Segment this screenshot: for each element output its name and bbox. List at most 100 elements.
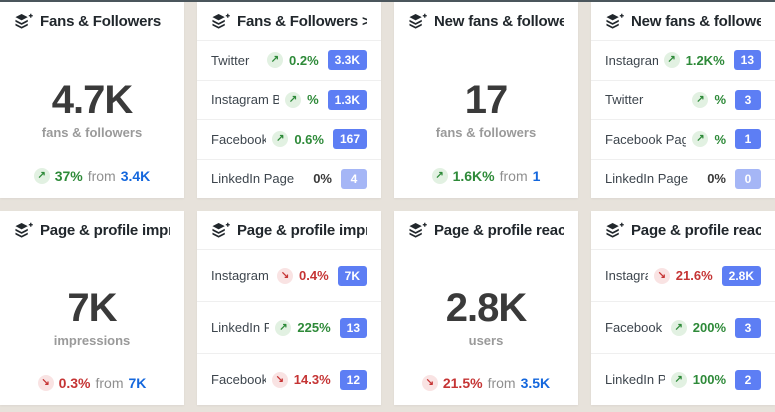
- card-breakdown[interactable]: Page & profile impre... Instagram Busine…: [197, 211, 381, 405]
- value-badge: 7K: [337, 265, 367, 286]
- breakdown-row: Facebook Page ↗ 200% 3: [591, 301, 775, 353]
- metric-unit: users: [468, 333, 504, 348]
- previous-value: 3.5K: [520, 375, 551, 391]
- card-header: New fans & followers: [394, 2, 578, 38]
- row-label: Instagram Busi...: [605, 52, 658, 68]
- metric-body: 17 fans & followers: [394, 38, 578, 168]
- value-badge: 13: [339, 317, 367, 338]
- breakdown-row: Instagram Business ↗ % 1.3K: [197, 79, 381, 120]
- card-title: Page & profile impre...: [40, 222, 170, 239]
- metric-body: 7K impressions: [0, 247, 184, 375]
- card-header: Page & profile impre...: [0, 211, 184, 247]
- value-badge: 1: [735, 129, 761, 150]
- value-badge: 13: [733, 50, 761, 71]
- layers-plus-icon: [211, 222, 230, 239]
- card-summary[interactable]: Page & profile impre... 7K impressions ↘…: [0, 211, 184, 405]
- value-badge: 1.3K: [327, 89, 367, 110]
- metric-unit: impressions: [53, 333, 131, 348]
- change-percent: 37%: [54, 168, 83, 184]
- row-change-percent: 200%: [692, 320, 726, 335]
- trend-down-icon: ↘: [421, 375, 438, 391]
- previous-value: 3.4K: [120, 168, 151, 184]
- row-label: LinkedIn Page: [605, 171, 689, 187]
- row-label: Facebook Page: [211, 131, 267, 147]
- metric-value: 17: [464, 78, 508, 122]
- trend-up-icon: ↗: [692, 131, 709, 148]
- trend-up-icon: ↗: [272, 131, 289, 148]
- value-badge: 3: [735, 89, 761, 110]
- metric-value: 7K: [67, 286, 117, 330]
- metric-unit: fans & followers: [41, 125, 143, 140]
- row-label: Instagram Bu...: [605, 268, 648, 283]
- card-title: Fans & Followers: [40, 13, 161, 30]
- value-badge: 4: [341, 168, 367, 189]
- card-summary[interactable]: New fans & followers 17 fans & followers…: [394, 2, 578, 198]
- previous-value: 1: [532, 168, 541, 184]
- card-summary[interactable]: Page & profile reach 2.8K users ↘ 21.5% …: [394, 211, 578, 405]
- layers-plus-icon: [408, 222, 427, 239]
- card-summary[interactable]: Fans & Followers 4.7K fans & followers ↗…: [0, 2, 184, 198]
- card-title: Page & profile impre...: [237, 222, 367, 239]
- card-header: Fans & Followers: [0, 2, 184, 38]
- row-label: Twitter: [605, 92, 644, 108]
- value-badge: 2.8K: [721, 265, 761, 286]
- card-breakdown[interactable]: New fans & followers... Instagram Busi..…: [591, 2, 775, 198]
- trend-up-icon: ↗: [33, 168, 50, 184]
- breakdown-row: LinkedIn Page 0% 0: [591, 158, 775, 199]
- change-percent: 1.6K%: [452, 168, 495, 184]
- breakdown-row: Instagram Business ↘ 0.4% 7K: [197, 249, 381, 301]
- value-badge: 2: [735, 369, 761, 390]
- change-line: ↘ 21.5% from 3.5K: [394, 375, 578, 405]
- breakdown-rows: Instagram Business ↘ 0.4% 7K LinkedIn Pa…: [197, 249, 381, 405]
- trend-down-icon: ↘: [653, 267, 670, 284]
- trend-up-icon: ↗: [285, 91, 302, 108]
- row-change-percent: 0.6%: [294, 131, 324, 147]
- trend-up-icon: ↗: [267, 52, 283, 69]
- breakdown-row: Twitter ↗ 0.2% 3.3K: [197, 40, 381, 80]
- row-change-percent: 21.6%: [675, 268, 713, 283]
- card-title: Page & profile reach ...: [631, 222, 761, 239]
- card-breakdown[interactable]: Page & profile reach ... Instagram Bu...…: [591, 211, 775, 405]
- layers-plus-icon: [14, 222, 33, 239]
- card-breakdown[interactable]: Fans & Followers > S... Twitter ↗ 0.2% 3…: [197, 2, 381, 198]
- top-divider: [0, 0, 775, 2]
- trend-down-icon: ↘: [271, 371, 288, 388]
- value-badge: 167: [332, 129, 367, 150]
- row-label: LinkedIn Page: [605, 372, 665, 387]
- row-label: Instagram Business: [211, 268, 271, 283]
- card-header: Page & profile impre...: [197, 211, 381, 249]
- breakdown-row: Twitter ↗ % 3: [591, 79, 775, 120]
- from-label: from: [87, 168, 116, 184]
- change-line: ↗ 1.6K% from 1: [394, 168, 578, 198]
- card-header: Fans & Followers > S...: [197, 2, 381, 40]
- breakdown-row: LinkedIn Page 0% 4: [197, 158, 381, 199]
- breakdown-rows: Twitter ↗ 0.2% 3.3K Instagram Business ↗…: [197, 40, 381, 198]
- breakdown-row: Facebook Page ↘ 14.3% 12: [197, 353, 381, 405]
- trend-up-icon: ↗: [670, 371, 687, 388]
- from-label: from: [95, 375, 124, 391]
- trend-up-icon: ↗: [692, 91, 709, 108]
- trend-down-icon: ↘: [37, 375, 54, 391]
- card-header: Page & profile reach: [394, 211, 578, 247]
- row-change-percent: 100%: [692, 372, 726, 387]
- trend-up-icon: ↗: [663, 52, 680, 69]
- row-label: LinkedIn Page: [211, 171, 295, 187]
- metric-body: 4.7K fans & followers: [0, 38, 184, 168]
- metric-value: 4.7K: [51, 78, 133, 122]
- metric-value: 2.8K: [445, 286, 527, 330]
- breakdown-row: Facebook Page ↗ % 1: [591, 119, 775, 159]
- row-change-percent: 0.4%: [299, 268, 329, 283]
- row-change-percent: 0.2%: [289, 52, 319, 68]
- breakdown-rows: Instagram Bu... ↘ 21.6% 2.8K Facebook Pa…: [591, 249, 775, 405]
- value-badge: 0: [735, 168, 761, 189]
- layers-plus-icon: [408, 13, 427, 30]
- trend-up-icon: ↗: [670, 319, 687, 336]
- layers-plus-icon: [14, 13, 33, 30]
- change-percent: 21.5%: [442, 375, 483, 391]
- card-title: Fans & Followers > S...: [237, 13, 367, 30]
- layers-plus-icon: [605, 222, 624, 239]
- trend-down-icon: ↘: [277, 267, 294, 284]
- dashboard-grid: Fans & Followers 4.7K fans & followers ↗…: [0, 2, 775, 405]
- row-change-percent: %: [714, 92, 726, 108]
- value-badge: 3.3K: [327, 50, 367, 71]
